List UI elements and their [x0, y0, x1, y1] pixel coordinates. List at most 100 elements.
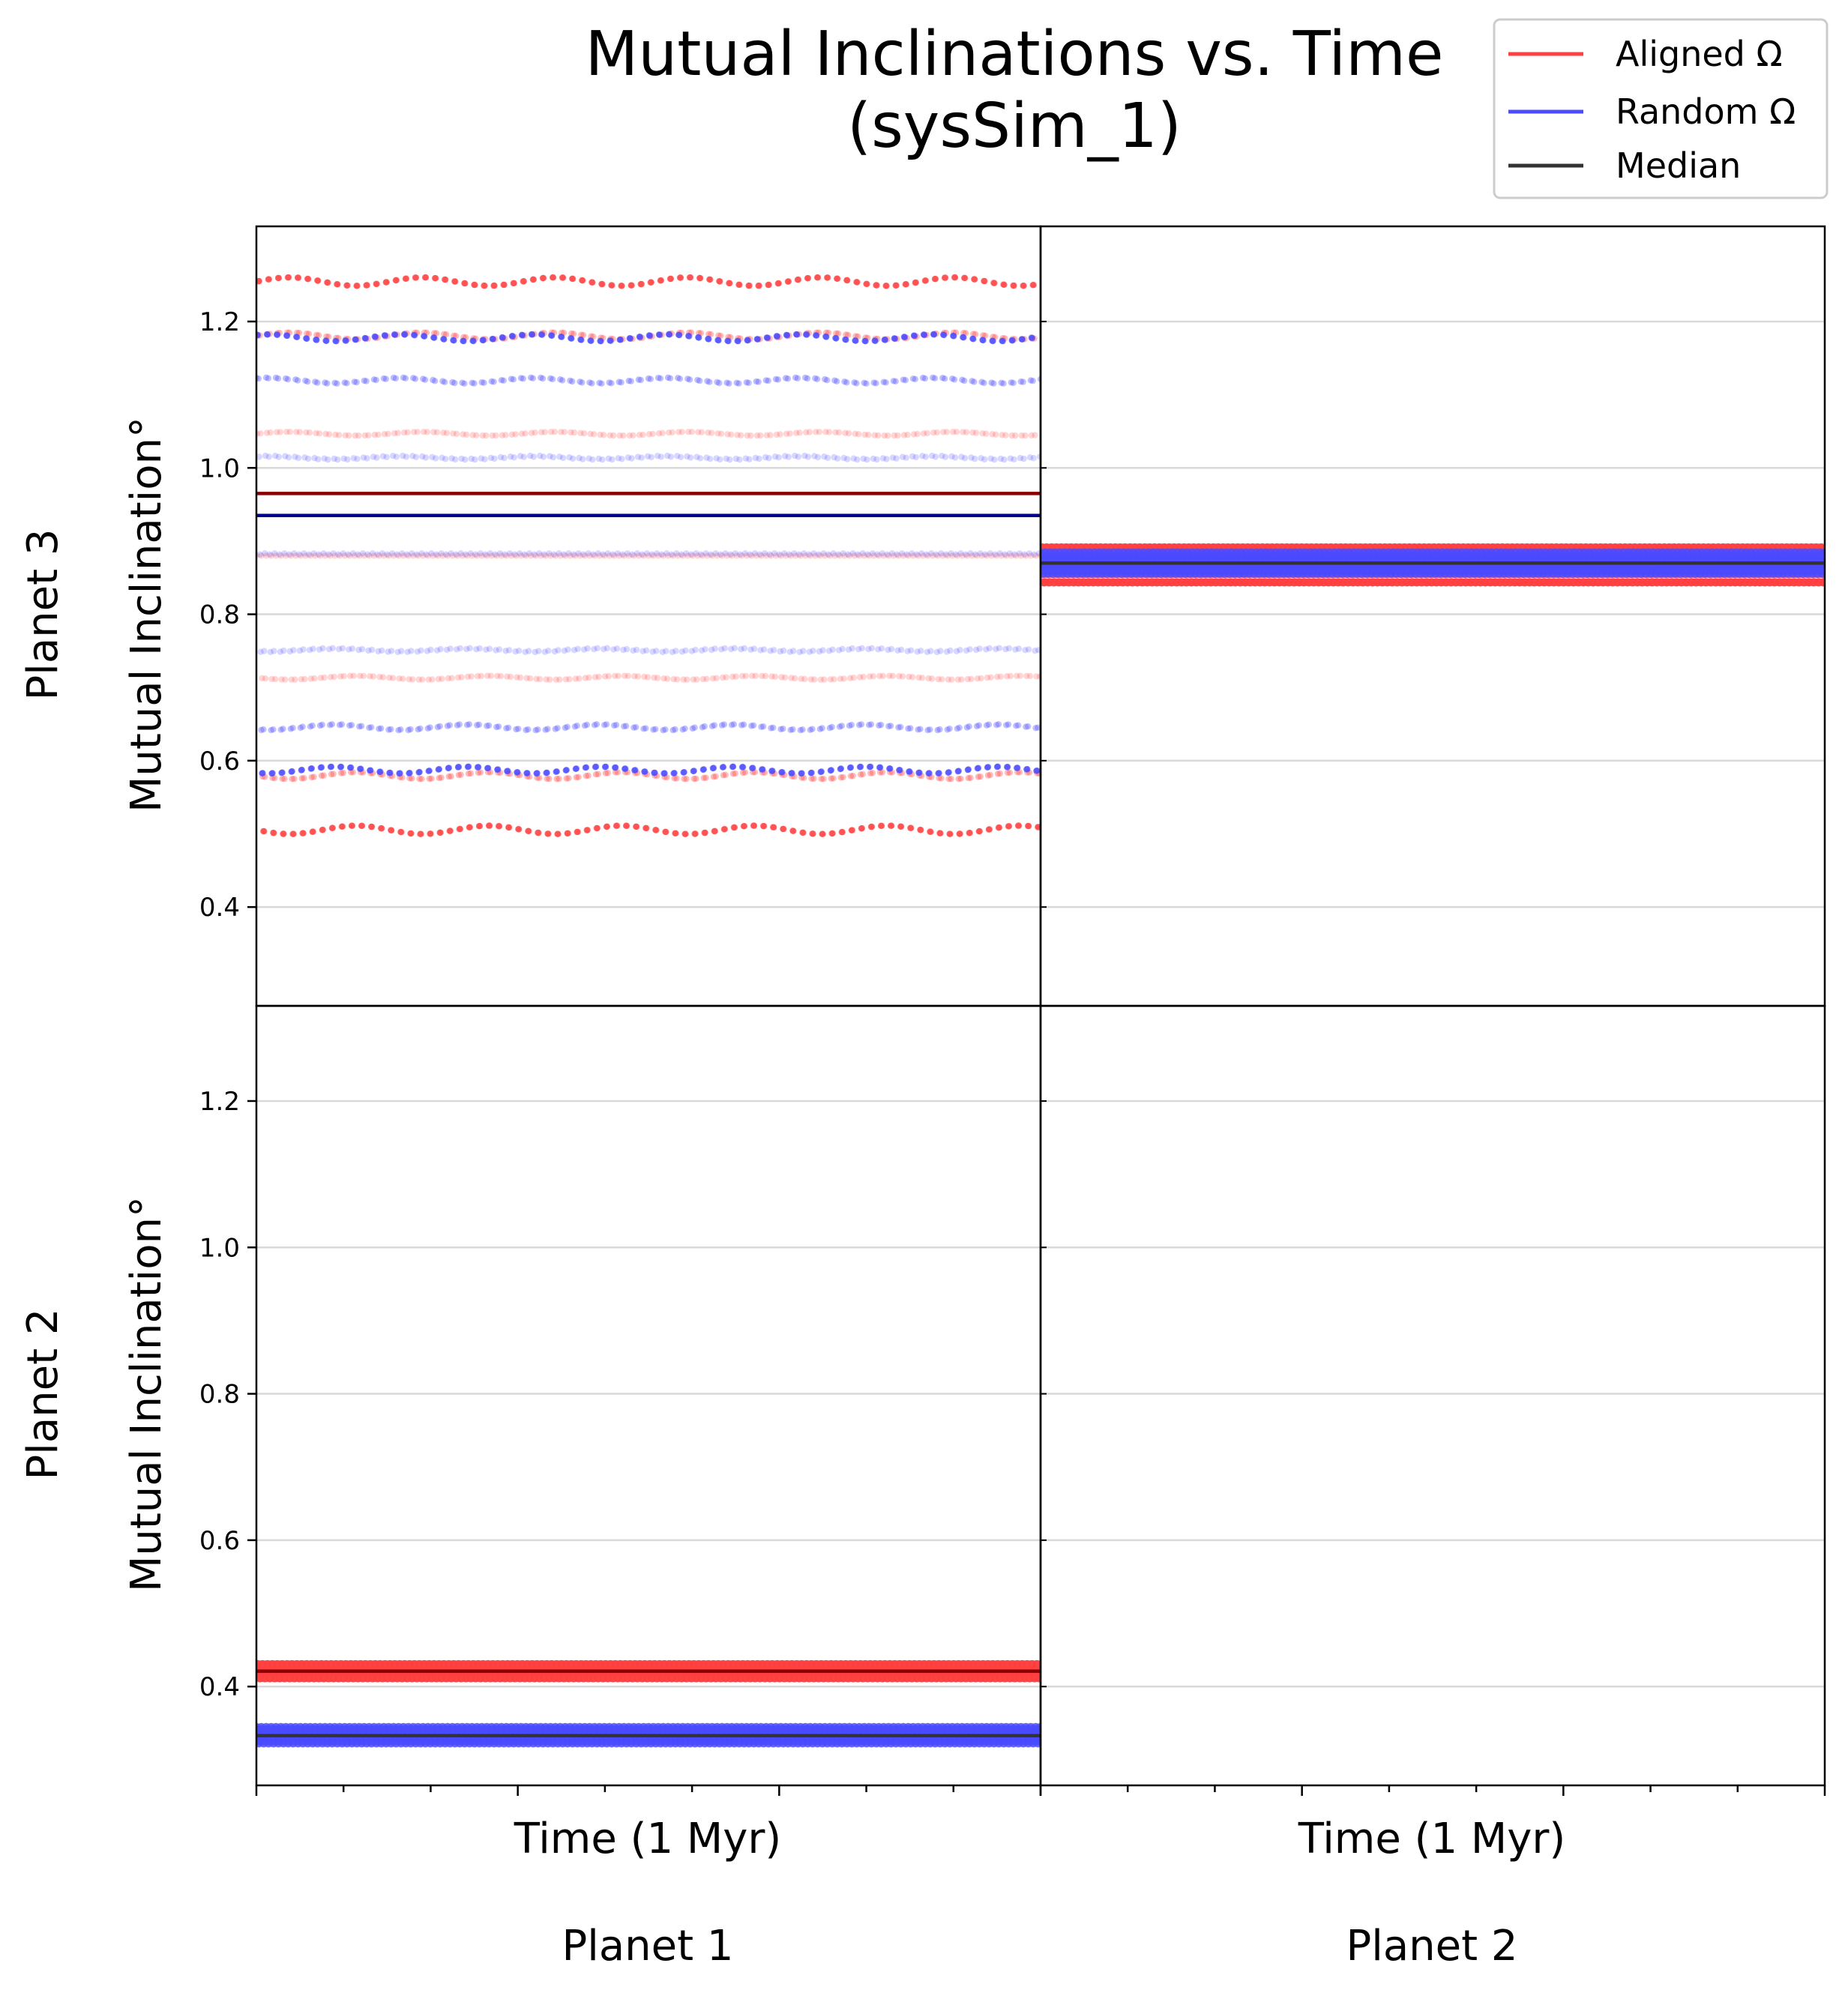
data-point [621, 723, 627, 730]
data-point [429, 676, 436, 683]
data-point [987, 771, 994, 779]
data-point [512, 648, 519, 655]
data-point [800, 648, 807, 654]
data-point [909, 674, 916, 681]
data-point [325, 279, 331, 286]
data-point [367, 673, 373, 680]
data-point [618, 456, 625, 462]
data-point [819, 725, 825, 732]
data-point [816, 429, 823, 435]
data-point [927, 726, 933, 733]
data-point [268, 552, 274, 559]
data-point [598, 338, 604, 345]
data-point [508, 552, 515, 559]
data-point [847, 764, 855, 771]
data-point [909, 552, 917, 559]
data-point [621, 672, 628, 679]
data-point [684, 552, 691, 559]
data-point [395, 727, 402, 734]
data-point [320, 772, 327, 779]
data-point [636, 432, 643, 438]
data-point [723, 674, 729, 681]
data-point [331, 455, 337, 462]
data-point [796, 648, 803, 656]
data-point [993, 722, 1000, 729]
data-point [880, 379, 888, 385]
data-point [585, 772, 592, 780]
data-point [292, 676, 298, 683]
data-point [1035, 647, 1041, 654]
data-point [399, 550, 406, 557]
data-point [271, 550, 278, 557]
data-point [475, 769, 482, 777]
data-point [1012, 432, 1019, 439]
data-point [776, 551, 783, 558]
data-point [297, 724, 304, 732]
data-point [696, 377, 703, 385]
data-point [767, 432, 774, 438]
data-point [991, 456, 998, 463]
data-point [924, 429, 930, 437]
data-point [291, 550, 298, 557]
data-point [451, 379, 458, 387]
data-point [445, 765, 452, 771]
data-point [650, 552, 657, 559]
data-point [715, 337, 722, 344]
data-point [921, 331, 928, 338]
data-point [414, 429, 421, 435]
data-point [310, 645, 316, 652]
data-point [505, 724, 512, 732]
data-point [633, 823, 640, 830]
data-point [678, 429, 685, 435]
data-point [908, 824, 915, 832]
data-point [463, 645, 470, 653]
data-point [693, 775, 699, 783]
data-point [851, 552, 858, 559]
data-point [306, 647, 313, 654]
data-point [499, 432, 505, 438]
data-point [1005, 823, 1013, 830]
data-point [354, 456, 361, 462]
data-point [615, 455, 621, 462]
data-point [696, 455, 704, 462]
data-point [355, 551, 361, 558]
data-point [827, 676, 834, 683]
data-point [527, 452, 534, 459]
data-point [663, 828, 669, 836]
data-point [674, 453, 681, 459]
data-point [858, 645, 866, 651]
data-point [561, 648, 568, 654]
data-point [517, 552, 525, 559]
data-point [894, 551, 900, 558]
data-point [707, 276, 714, 283]
data-point [452, 278, 459, 285]
data-point [846, 552, 853, 559]
data-point [711, 722, 717, 729]
data-point [792, 552, 799, 559]
data-point [714, 379, 720, 385]
data-point [523, 552, 529, 559]
data-point [763, 432, 770, 438]
data-point [682, 647, 689, 654]
data-point [762, 453, 769, 461]
data-point [391, 331, 399, 338]
data-point [256, 430, 261, 437]
data-point [370, 453, 377, 460]
data-point [601, 645, 607, 653]
data-point [452, 456, 459, 463]
data-point [941, 376, 948, 382]
data-point [1021, 551, 1028, 558]
data-point [365, 647, 372, 654]
data-point [638, 454, 645, 461]
data-point [670, 675, 677, 683]
data-point [1035, 824, 1041, 830]
data-point [492, 551, 499, 558]
data-point [624, 672, 632, 679]
data-point [643, 550, 651, 557]
data-point [919, 675, 926, 681]
data-point [1032, 432, 1038, 438]
data-point [268, 675, 275, 683]
data-point [624, 454, 632, 461]
data-point [473, 646, 480, 653]
data-point [894, 432, 901, 439]
